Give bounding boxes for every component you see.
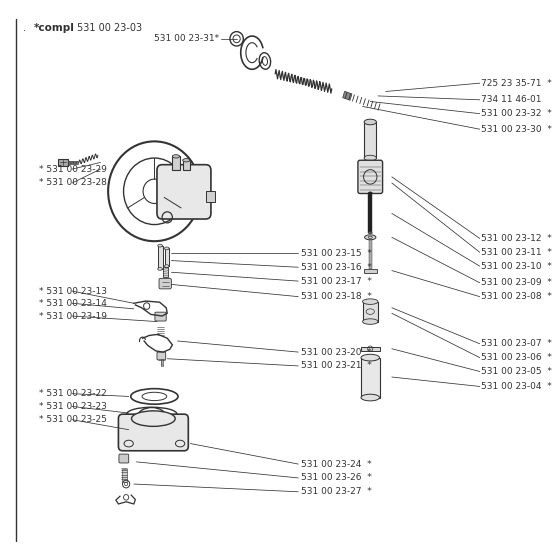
Text: * 531 00 23-19: * 531 00 23-19: [39, 311, 107, 320]
Ellipse shape: [165, 265, 169, 268]
Text: .: .: [24, 23, 26, 32]
Bar: [368, 240, 372, 269]
Ellipse shape: [361, 394, 380, 401]
Text: 531 00 23-18  *: 531 00 23-18 *: [301, 292, 372, 301]
FancyBboxPatch shape: [58, 158, 68, 166]
FancyBboxPatch shape: [119, 454, 129, 463]
Text: 531 00 23-16  *: 531 00 23-16 *: [301, 263, 372, 272]
Ellipse shape: [362, 299, 378, 305]
Bar: [368, 193, 372, 233]
Ellipse shape: [368, 192, 372, 194]
Text: 531 00 23-32  *: 531 00 23-32 *: [480, 109, 552, 118]
Text: 531 00 23-03: 531 00 23-03: [77, 23, 142, 32]
FancyBboxPatch shape: [157, 352, 166, 360]
Bar: [161, 360, 162, 366]
Text: 531 00 23-04  *: 531 00 23-04 *: [480, 382, 552, 391]
Bar: [362, 302, 378, 321]
Bar: [206, 192, 215, 202]
Text: * 531 00 23-14: * 531 00 23-14: [39, 299, 106, 308]
Text: 734 11 46-01: 734 11 46-01: [480, 95, 542, 104]
Text: 531 00 23-15  *: 531 00 23-15 *: [301, 249, 372, 258]
FancyBboxPatch shape: [118, 414, 188, 451]
Ellipse shape: [368, 232, 372, 234]
Ellipse shape: [362, 319, 378, 324]
Text: 531 00 23-07  *: 531 00 23-07 *: [480, 339, 552, 348]
FancyBboxPatch shape: [159, 278, 171, 289]
Bar: [158, 246, 162, 269]
Text: 531 00 23-21  *: 531 00 23-21 *: [301, 361, 372, 370]
Ellipse shape: [365, 235, 376, 240]
Ellipse shape: [183, 158, 190, 162]
Text: 531 00 23-31*: 531 00 23-31*: [153, 34, 218, 43]
Text: 531 00 23-24  *: 531 00 23-24 *: [301, 460, 371, 469]
Text: * 531 00 23-29: * 531 00 23-29: [39, 165, 106, 174]
Bar: [165, 249, 169, 266]
Ellipse shape: [158, 244, 162, 247]
Text: 531 00 23-10  *: 531 00 23-10 *: [480, 262, 552, 270]
Text: *compl: *compl: [34, 23, 74, 32]
FancyBboxPatch shape: [358, 160, 382, 194]
Text: 531 00 23-27  *: 531 00 23-27 *: [301, 487, 372, 496]
Bar: [68, 161, 78, 164]
Text: 531 00 23-12  *: 531 00 23-12 *: [480, 234, 552, 243]
Text: 531 00 23-05  *: 531 00 23-05 *: [480, 367, 552, 376]
Ellipse shape: [364, 119, 376, 125]
Text: 725 23 35-71  *: 725 23 35-71 *: [480, 78, 552, 88]
Text: 531 00 23-09  *: 531 00 23-09 *: [480, 278, 552, 287]
Ellipse shape: [172, 155, 180, 158]
Text: 531 00 23-06  *: 531 00 23-06 *: [480, 353, 552, 362]
Text: * 531 00 23-13: * 531 00 23-13: [39, 287, 107, 296]
Bar: [361, 358, 380, 398]
Bar: [172, 156, 180, 170]
Bar: [163, 267, 168, 277]
Text: 531 00 23-26  *: 531 00 23-26 *: [301, 473, 372, 482]
Text: 531 00 23-20  *: 531 00 23-20 *: [301, 348, 372, 357]
Bar: [122, 469, 127, 482]
Text: 531 00 23-30  *: 531 00 23-30 *: [480, 125, 552, 134]
FancyBboxPatch shape: [155, 312, 166, 321]
Text: 531 00 23-17  *: 531 00 23-17 *: [301, 277, 372, 286]
Ellipse shape: [158, 268, 162, 270]
Text: 531 00 23-11  *: 531 00 23-11 *: [480, 248, 552, 257]
Polygon shape: [343, 91, 352, 100]
Text: * 531 00 23-25: * 531 00 23-25: [39, 415, 106, 424]
Bar: [364, 122, 376, 158]
Bar: [183, 160, 190, 170]
Text: * 531 00 23-22: * 531 00 23-22: [39, 389, 106, 398]
Bar: [363, 269, 377, 273]
Bar: [361, 347, 380, 351]
Text: 531 00 23-08  *: 531 00 23-08 *: [480, 292, 552, 301]
FancyBboxPatch shape: [157, 165, 211, 219]
Ellipse shape: [364, 155, 376, 161]
Ellipse shape: [165, 247, 169, 250]
Text: * 531 00 23-28: * 531 00 23-28: [39, 179, 106, 188]
Text: * 531 00 23-23: * 531 00 23-23: [39, 402, 106, 411]
Ellipse shape: [361, 354, 380, 361]
Ellipse shape: [132, 411, 175, 426]
